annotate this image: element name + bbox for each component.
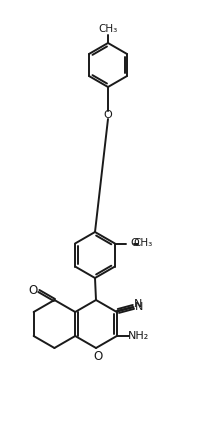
Text: NH₂: NH₂ <box>128 331 149 341</box>
Text: O: O <box>130 238 139 248</box>
Text: N: N <box>134 299 142 309</box>
Text: N: N <box>135 302 143 312</box>
Text: CH₃: CH₃ <box>98 24 118 34</box>
Text: O: O <box>93 350 103 363</box>
Text: O: O <box>28 285 38 298</box>
Text: O: O <box>104 110 112 120</box>
Text: CH₃: CH₃ <box>133 238 153 248</box>
